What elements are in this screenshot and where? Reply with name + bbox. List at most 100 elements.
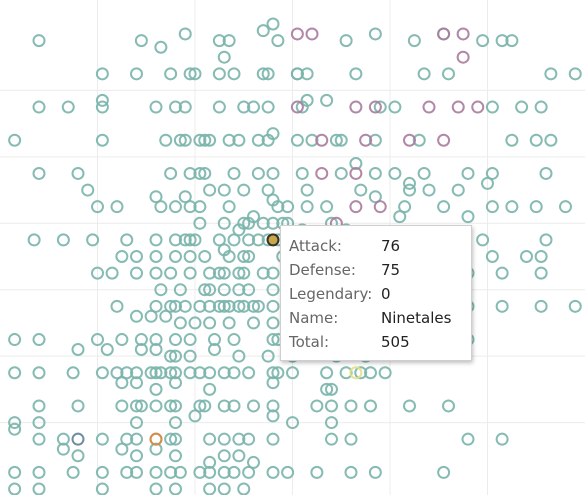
data-point[interactable] [188,67,202,81]
data-point[interactable] [251,166,265,180]
data-point[interactable] [115,250,129,263]
data-point[interactable] [242,366,256,380]
data-point[interactable] [212,299,226,313]
data-point[interactable] [169,432,182,446]
data-point[interactable] [266,366,280,380]
data-point[interactable] [217,482,231,495]
data-point[interactable] [56,233,70,247]
data-point[interactable] [203,432,217,446]
data-point-legendary[interactable] [471,100,485,114]
data-point[interactable] [144,366,158,380]
data-point[interactable] [534,266,548,280]
data-point-legendary[interactable] [290,27,304,41]
data-point[interactable] [325,399,338,413]
data-point[interactable] [212,34,226,48]
data-point[interactable] [232,349,246,363]
data-point[interactable] [115,333,129,347]
data-point[interactable] [266,17,280,31]
data-point[interactable] [169,100,182,114]
data-point[interactable] [56,432,70,446]
data-point[interactable] [266,409,280,423]
data-point[interactable] [222,299,236,313]
data-point[interactable] [149,343,163,356]
data-point[interactable] [32,482,46,495]
data-point[interactable] [110,366,124,380]
data-point[interactable] [266,127,280,141]
data-point[interactable] [130,266,143,280]
data-point[interactable] [568,67,582,81]
data-point[interactable] [134,34,148,48]
data-point[interactable] [339,366,353,380]
data-point[interactable] [217,216,231,230]
data-point[interactable] [344,465,358,479]
data-point[interactable] [261,67,275,81]
data-point[interactable] [149,382,163,396]
data-point[interactable] [8,133,22,147]
data-point[interactable] [169,366,182,380]
data-point[interactable] [217,449,231,463]
data-point[interactable] [203,482,217,495]
data-point[interactable] [203,183,217,197]
data-point[interactable] [134,333,148,347]
data-point[interactable] [227,333,241,347]
data-point[interactable] [237,100,251,114]
data-point[interactable] [364,366,377,380]
data-point-legendary[interactable] [349,200,363,214]
data-point[interactable] [325,382,338,396]
data-point[interactable] [232,133,246,147]
data-point[interactable] [237,183,251,197]
data-point[interactable] [130,67,143,81]
data-point[interactable] [320,200,334,214]
data-point[interactable] [149,190,163,204]
data-point[interactable] [56,442,70,456]
data-point[interactable] [222,34,236,48]
data-point[interactable] [217,366,231,380]
data-point[interactable] [173,283,187,297]
data-point[interactable] [495,266,509,280]
data-point[interactable] [208,333,221,347]
data-point[interactable] [198,166,212,180]
data-point[interactable] [295,166,309,180]
data-point[interactable] [237,250,251,263]
data-point[interactable] [149,250,163,263]
data-point[interactable] [237,299,251,313]
data-point[interactable] [544,67,558,81]
data-point[interactable] [403,399,416,413]
data-point[interactable] [154,40,168,54]
data-point[interactable] [32,366,46,380]
data-point[interactable] [208,343,221,356]
data-point[interactable] [203,283,217,297]
data-point[interactable] [130,432,143,446]
data-point[interactable] [266,333,280,347]
data-point[interactable] [134,343,148,356]
data-point[interactable] [8,422,22,436]
data-point[interactable] [539,166,553,180]
data-point[interactable] [417,166,431,180]
data-point[interactable] [27,233,41,247]
data-point[interactable] [281,465,295,479]
data-point[interactable] [437,200,451,214]
data-point[interactable] [8,366,22,380]
data-point[interactable] [247,210,260,224]
data-point[interactable] [154,200,168,214]
data-point[interactable] [344,432,358,446]
data-point[interactable] [534,299,548,313]
data-point[interactable] [305,133,319,147]
data-point[interactable] [134,399,148,413]
data-point[interactable] [95,366,109,380]
data-point[interactable] [247,399,260,413]
data-point[interactable] [495,34,509,48]
data-point[interactable] [159,133,173,147]
data-point[interactable] [212,67,226,81]
data-point[interactable] [130,399,143,413]
data-point[interactable] [217,399,231,413]
data-point[interactable] [442,67,455,81]
data-point[interactable] [217,50,231,64]
data-point[interactable] [159,309,173,323]
data-point[interactable] [32,333,46,347]
data-point[interactable] [266,399,280,413]
data-point[interactable] [149,233,163,247]
data-point[interactable] [422,183,436,197]
data-point[interactable] [193,216,207,230]
data-point[interactable] [149,299,163,313]
